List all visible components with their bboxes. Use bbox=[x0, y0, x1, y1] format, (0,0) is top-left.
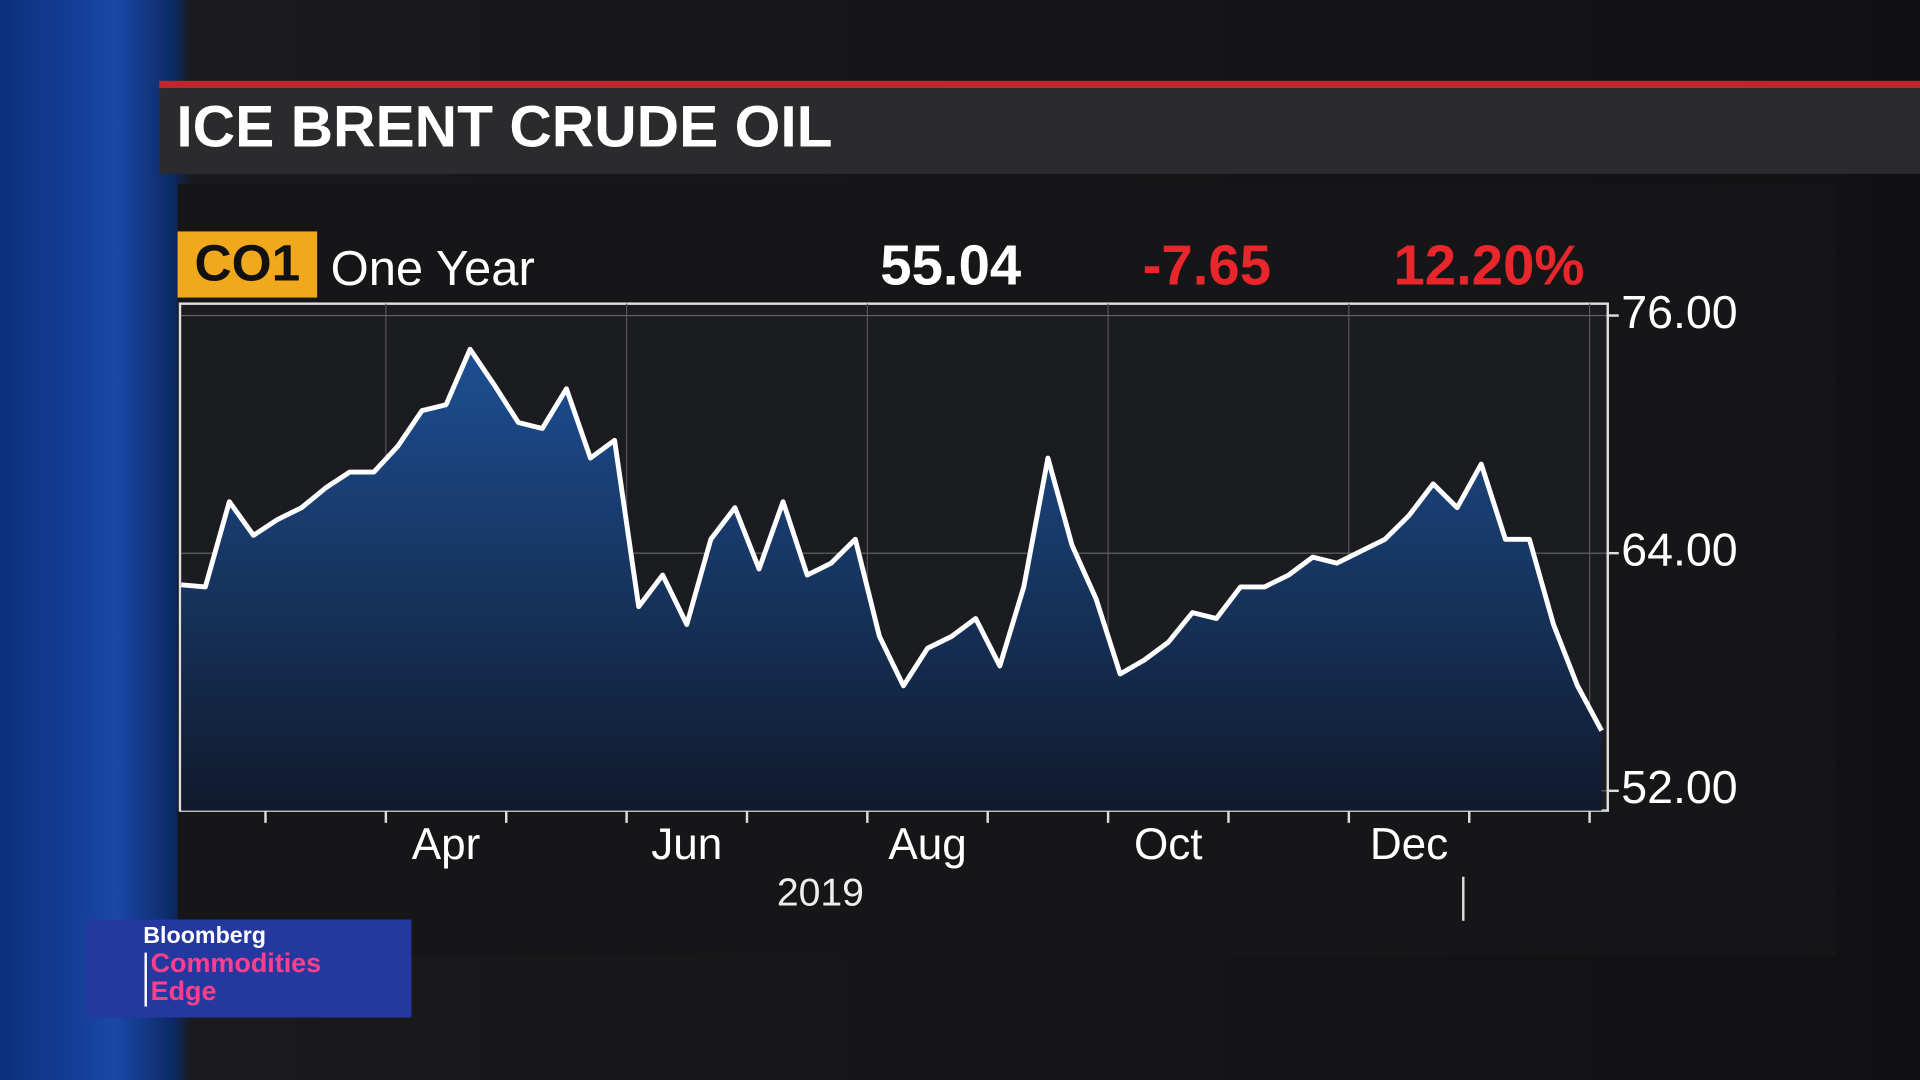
area bbox=[181, 349, 1602, 811]
ticker: CO1 bbox=[194, 234, 300, 292]
y-tick-label: 52.00 bbox=[1621, 761, 1737, 813]
period: One Year bbox=[331, 242, 535, 296]
x-tick-label: Apr bbox=[412, 820, 481, 869]
ticker-badge bbox=[177, 231, 318, 298]
net-change: -7.65 bbox=[1143, 233, 1271, 296]
show-name: Edge bbox=[151, 976, 217, 1006]
y-tick-label: 64.00 bbox=[1621, 523, 1737, 575]
x-tick-label: Oct bbox=[1134, 820, 1203, 869]
chart-title: ICE BRENT CRUDE OIL bbox=[176, 95, 832, 160]
line bbox=[181, 346, 1604, 732]
header-bar bbox=[159, 88, 1920, 174]
x-tick-label: Dec bbox=[1370, 820, 1448, 869]
year-label: 2019 bbox=[777, 871, 864, 914]
brand-box bbox=[85, 919, 412, 1018]
x-tick-label: Aug bbox=[888, 820, 966, 869]
plot: 52.00 64.00 76.00 Apr Jun Aug Oct Dec bbox=[181, 286, 1738, 869]
y-tick-label: 76.00 bbox=[1621, 286, 1737, 338]
show-name: Commodities bbox=[151, 948, 322, 978]
last-price: 55.04 bbox=[880, 233, 1022, 296]
brand-name: Bloomberg bbox=[143, 922, 266, 948]
header-rule bbox=[159, 80, 1920, 89]
pct-change: 12.20% bbox=[1393, 233, 1584, 296]
x-tick-label: Jun bbox=[651, 820, 722, 869]
